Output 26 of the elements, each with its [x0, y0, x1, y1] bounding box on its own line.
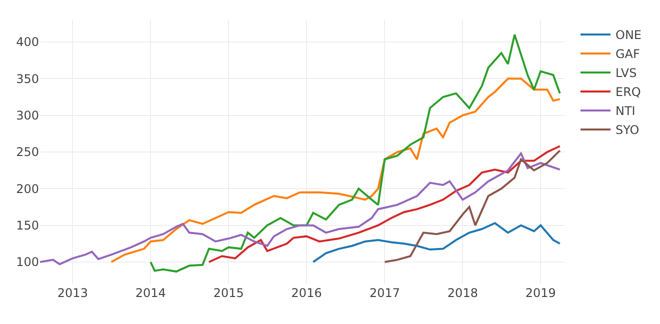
legend-label: ONE	[616, 28, 642, 42]
x-tick-label: 2018	[447, 286, 478, 300]
line-series	[312, 222, 561, 263]
y-tick-label: 250	[16, 145, 39, 160]
y-tick-label: 400	[16, 35, 39, 50]
line-series	[208, 145, 561, 263]
legend-label: GAF	[616, 47, 640, 62]
line-series	[384, 150, 561, 263]
y-tick-label: 100	[16, 255, 39, 270]
y-tick-label: 350	[16, 72, 39, 86]
x-tick-label: 2015	[213, 286, 244, 300]
line-series	[150, 34, 561, 273]
x-tick-label: 2013	[57, 286, 88, 300]
y-tick-label: 150	[16, 218, 39, 233]
x-tick-label: 2019	[525, 286, 556, 300]
legend-label: LVS	[616, 66, 637, 80]
x-tick-label: 2014	[135, 286, 166, 300]
legend-label: NTI	[616, 104, 636, 118]
line-series	[110, 78, 561, 263]
x-tick-label: 2017	[369, 286, 400, 300]
legend-label: SYO	[616, 123, 640, 138]
legend-label: ERQ	[616, 85, 641, 100]
line-series	[40, 152, 561, 266]
y-tick-label: 200	[16, 182, 39, 196]
x-tick-label: 2016	[291, 286, 322, 300]
y-tick-label: 300	[16, 108, 39, 123]
